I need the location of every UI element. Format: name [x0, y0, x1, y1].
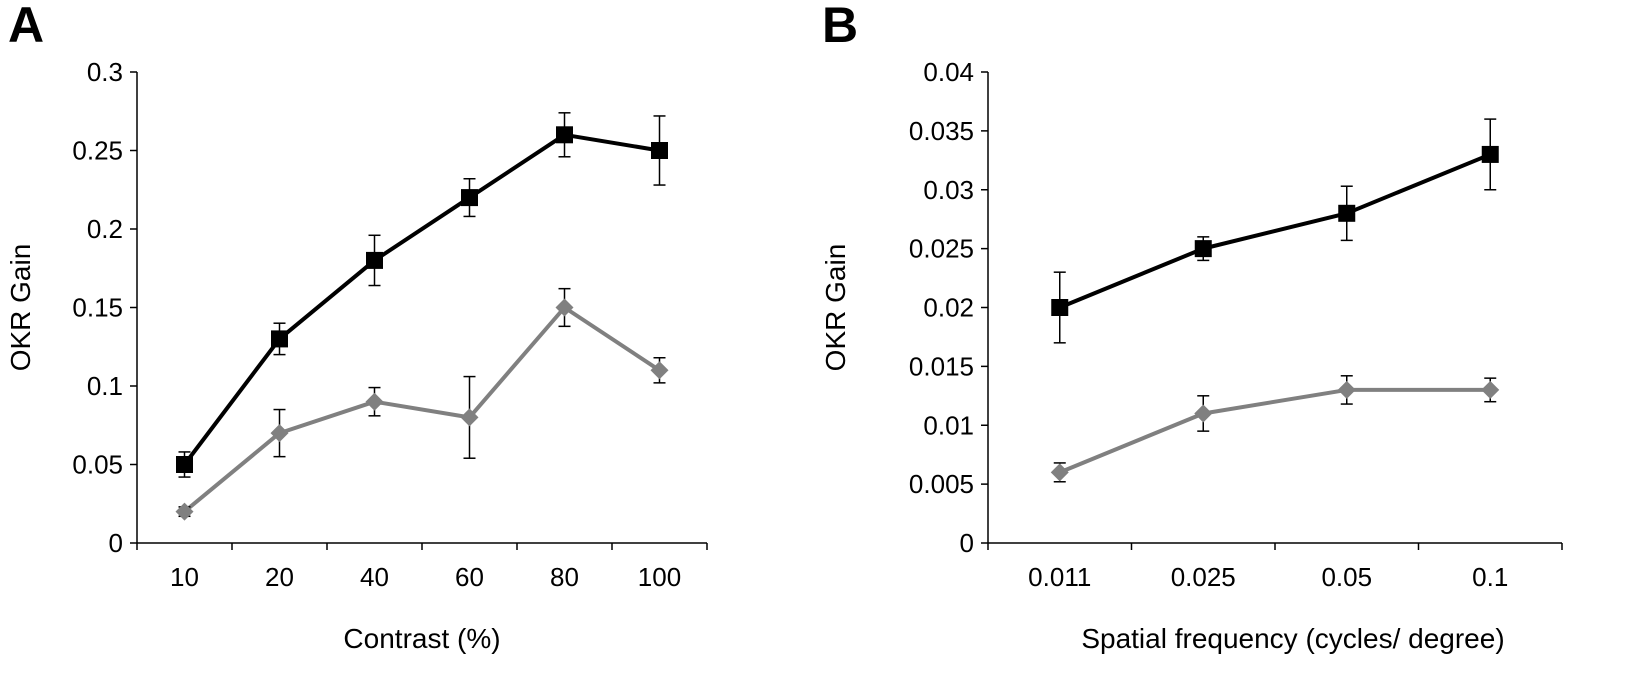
data-point-diamond	[555, 298, 574, 317]
panel-a-chart: A 0 0.05 0.1 0.15 0.2 0.25 0.3 10 20 40 60 80 100 Cont…	[5, 0, 708, 654]
y-axis-title: OKR Gain	[5, 244, 36, 372]
data-point-diamond	[175, 502, 194, 521]
x-tick-label: 0.011	[1028, 562, 1091, 592]
series-diamond	[175, 287, 669, 521]
series-diamond	[1050, 375, 1500, 483]
y-tick-label: 0.2	[87, 214, 123, 244]
data-point-diamond	[1337, 380, 1356, 399]
y-tick-label: 0.015	[909, 351, 974, 381]
data-point-diamond	[270, 424, 289, 443]
y-tick-label: 0.04	[923, 57, 974, 87]
x-tick-label: 100	[638, 562, 681, 592]
data-point-square	[461, 189, 478, 207]
series-square	[176, 112, 668, 478]
y-tick-label: 0.025	[909, 234, 974, 264]
x-tick-label: 10	[170, 562, 199, 592]
x-tick-label: 20	[265, 562, 294, 592]
x-axis-title: Contrast (%)	[343, 623, 500, 654]
y-tick-label: 0.03	[923, 175, 974, 205]
x-tick-label: 0.025	[1171, 562, 1236, 592]
data-point-square	[651, 142, 668, 159]
x-tick-label: 40	[360, 562, 389, 592]
series-square	[1051, 118, 1499, 344]
y-tick-label: 0.01	[923, 410, 974, 440]
y-tick-label: 0	[960, 528, 974, 558]
x-tick-label: 0.05	[1321, 562, 1372, 592]
series-line	[182, 132, 660, 466]
y-tick-label: 0.035	[909, 116, 974, 146]
y-tick-label: 0.02	[923, 293, 974, 323]
y-tick-label: 0.1	[87, 371, 123, 401]
data-point-diamond	[1050, 463, 1069, 482]
series-line	[1058, 152, 1492, 310]
data-point-square	[1194, 240, 1212, 258]
y-axis-title: OKR Gain	[820, 244, 851, 372]
y-tick-label: 0.3	[87, 57, 123, 87]
x-tick-label: 60	[455, 562, 484, 592]
x-tick-label: 80	[550, 562, 579, 592]
panel-label: A	[8, 0, 44, 53]
data-point-square	[1481, 145, 1499, 163]
y-tick-label: 0.15	[72, 293, 123, 323]
y-tick-label: 0.005	[909, 469, 974, 499]
data-point-square	[176, 456, 193, 473]
data-point-diamond	[1481, 380, 1500, 399]
panel-b-chart: B 0 0.005 0.01 0.015 0.02 0.025 0.03 0.035 0.04 0.…	[820, 0, 1563, 654]
data-point-square	[271, 330, 288, 348]
data-point-square	[556, 126, 573, 144]
x-axis-title: Spatial frequency (cycles/ degree)	[1081, 623, 1504, 654]
y-tick-label: 0	[109, 528, 123, 558]
series-line	[183, 305, 661, 514]
series-line	[1058, 387, 1491, 475]
data-point-diamond	[460, 408, 479, 427]
data-point-diamond	[650, 361, 669, 380]
data-point-square	[1338, 204, 1356, 222]
panel-label: B	[822, 0, 858, 53]
data-point-diamond	[1194, 404, 1213, 423]
data-point-square	[366, 251, 383, 269]
y-tick-label: 0.05	[72, 450, 123, 480]
x-tick-label: 0.1	[1472, 562, 1508, 592]
y-tick-label: 0.25	[72, 136, 123, 166]
data-point-square	[1051, 299, 1069, 316]
data-point-diamond	[365, 392, 384, 411]
